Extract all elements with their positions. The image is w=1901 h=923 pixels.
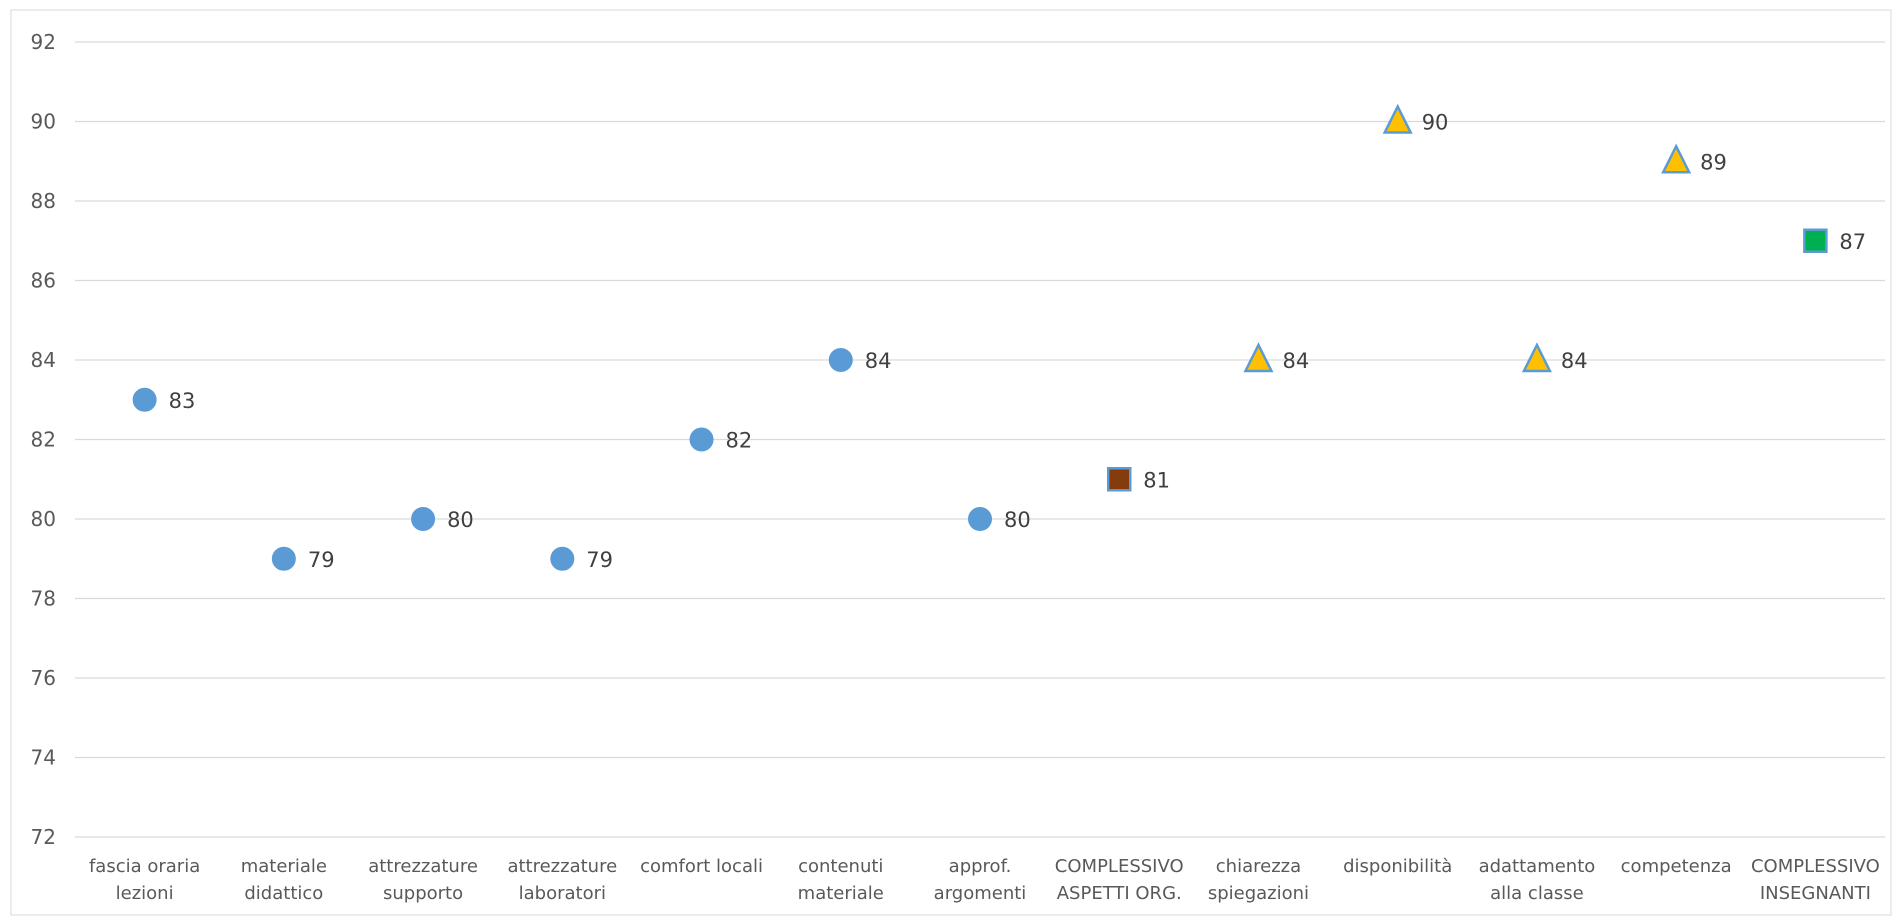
y-tick-label: 84 (31, 348, 56, 372)
y-tick-label: 74 (31, 746, 56, 770)
data-label: 84 (865, 349, 892, 373)
x-axis: fascia oraria lezioni materiale didattico at… (89, 856, 1880, 904)
data-point-circle (271, 546, 296, 571)
data-label: 84 (1561, 349, 1588, 373)
x-tick-label: comfort locali (640, 856, 763, 877)
x-tick-label: fascia oraria lezioni (89, 856, 200, 904)
data-label: 81 (1143, 468, 1170, 492)
y-tick-label: 92 (31, 30, 56, 54)
x-tick-label: disponibilità (1343, 856, 1452, 877)
data-point-circle (411, 507, 436, 531)
x-tick-label: attrezzature laboratori (507, 856, 617, 904)
data-point-square (1803, 228, 1828, 253)
x-tick-label: contenuti materiale (798, 856, 884, 904)
data-point-triangle (1521, 342, 1552, 373)
data-point-circle (828, 348, 853, 372)
data-point-square (1106, 467, 1132, 492)
y-tick-label: 90 (31, 110, 56, 134)
x-tick-label: chiarezza spiegazioni (1208, 856, 1309, 904)
data-label: 80 (1004, 508, 1031, 532)
x-tick-label: competenza (1621, 856, 1732, 877)
data-point-circle (550, 546, 575, 571)
x-tick-label: attrezzature supporto (368, 856, 478, 904)
data-point-triangle (1243, 342, 1274, 373)
data-label: 79 (586, 548, 613, 572)
data-label: 80 (447, 508, 474, 532)
x-tick-label: COMPLESSIVO ASPETTI ORG. (1055, 856, 1184, 904)
gridlines (75, 41, 1885, 838)
data-label: 87 (1839, 230, 1866, 254)
y-tick-label: 88 (31, 189, 56, 213)
chart-frame (10, 9, 1892, 916)
y-tick-label: 72 (31, 825, 56, 849)
data-label: 89 (1700, 150, 1727, 174)
data-point-circle (689, 427, 714, 452)
y-tick-label: 78 (31, 587, 56, 611)
data-point-triangle (1382, 103, 1413, 134)
data-points (132, 103, 1828, 571)
x-tick-label: COMPLESSIVO INSEGNANTI (1751, 856, 1880, 904)
y-tick-label: 86 (31, 269, 56, 293)
y-axis: 72 74 76 78 80 82 84 86 88 90 92 (31, 30, 56, 849)
data-point-circle (968, 507, 992, 531)
y-tick-label: 80 (31, 507, 56, 531)
y-tick-label: 82 (31, 428, 56, 452)
x-tick-label: materiale didattico (241, 856, 327, 904)
data-label: 82 (726, 429, 753, 453)
data-point-circle (132, 387, 157, 412)
data-label: 90 (1422, 111, 1449, 135)
data-label: 83 (169, 389, 196, 413)
data-point-triangle (1661, 143, 1692, 174)
data-label: 79 (308, 548, 335, 572)
y-tick-label: 76 (31, 666, 56, 690)
data-label: 84 (1282, 349, 1309, 373)
x-tick-label: adattamento alla classe (1479, 856, 1596, 904)
x-tick-label: approf. argomenti (934, 856, 1027, 904)
data-labels: 83 79 80 79 82 84 80 81 84 90 84 89 87 (169, 111, 1867, 572)
